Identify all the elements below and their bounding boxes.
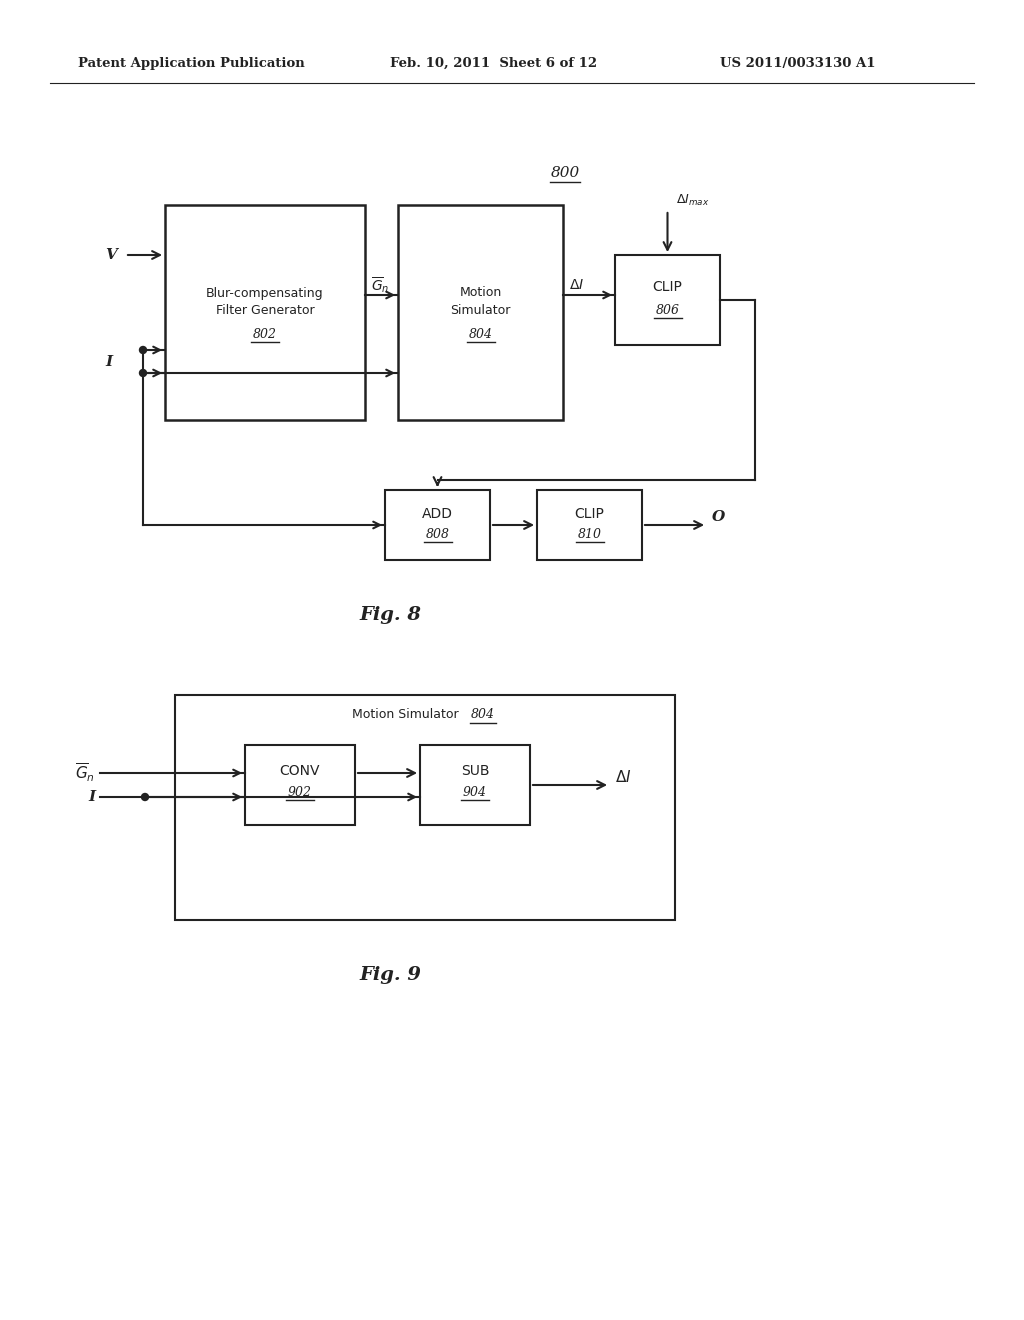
Text: $\overline{G}_n$: $\overline{G}_n$ [371, 275, 389, 294]
Text: US 2011/0033130 A1: US 2011/0033130 A1 [720, 57, 876, 70]
Text: 808: 808 [426, 528, 450, 541]
Text: Motion Simulator: Motion Simulator [351, 709, 459, 722]
Text: Simulator: Simulator [451, 304, 511, 317]
Text: Fig. 9: Fig. 9 [359, 966, 421, 983]
Text: O: O [712, 510, 725, 524]
Text: 904: 904 [463, 787, 487, 800]
Text: 800: 800 [550, 166, 580, 180]
Text: $\Delta I$: $\Delta I$ [569, 279, 585, 292]
Text: CONV: CONV [280, 764, 321, 777]
Text: SUB: SUB [461, 764, 489, 777]
Bar [398, 205, 563, 420]
Text: 902: 902 [288, 787, 312, 800]
Text: I: I [105, 355, 112, 368]
Text: ADD: ADD [422, 507, 453, 521]
Bar [615, 255, 720, 345]
Text: Fig. 8: Fig. 8 [359, 606, 421, 624]
Text: 802: 802 [253, 329, 278, 342]
Circle shape [139, 370, 146, 376]
Text: Patent Application Publication: Patent Application Publication [78, 57, 305, 70]
Bar [420, 744, 530, 825]
Text: CLIP: CLIP [574, 507, 604, 521]
Circle shape [139, 346, 146, 354]
Text: $\overline{G}_n$: $\overline{G}_n$ [75, 762, 95, 784]
Circle shape [141, 793, 148, 800]
Text: Blur-compensating: Blur-compensating [206, 286, 324, 300]
Text: 804: 804 [471, 709, 495, 722]
Bar [245, 744, 355, 825]
Text: $\Delta I$: $\Delta I$ [615, 770, 632, 785]
Bar [537, 490, 642, 560]
Bar [165, 205, 365, 420]
Text: V: V [105, 248, 117, 261]
Text: 810: 810 [578, 528, 601, 541]
Text: 806: 806 [655, 305, 680, 318]
Text: Motion: Motion [460, 286, 502, 300]
Text: CLIP: CLIP [652, 280, 682, 294]
Bar [385, 490, 490, 560]
Bar [175, 696, 675, 920]
Text: I: I [88, 789, 95, 804]
Text: 804: 804 [469, 329, 493, 342]
Text: Feb. 10, 2011  Sheet 6 of 12: Feb. 10, 2011 Sheet 6 of 12 [390, 57, 597, 70]
Text: Filter Generator: Filter Generator [216, 304, 314, 317]
Text: $\Delta I_{max}$: $\Delta I_{max}$ [676, 193, 709, 207]
